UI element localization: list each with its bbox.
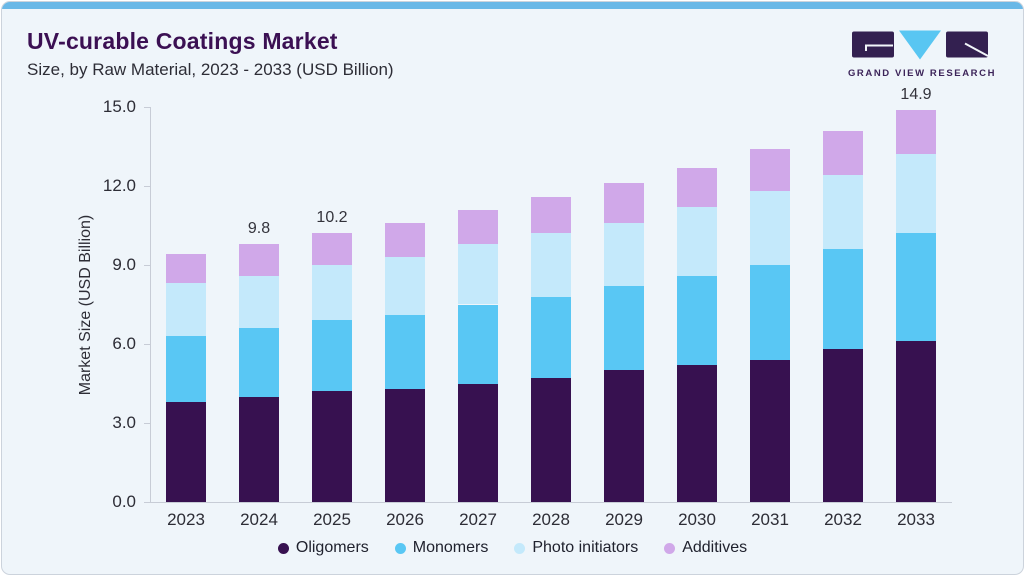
legend-dot <box>277 542 289 554</box>
bar-segment-oligomers-2029 <box>604 370 644 502</box>
y-tick-mark <box>144 186 150 187</box>
y-tick-mark <box>144 502 150 503</box>
legend-item-monomers: Monomers <box>394 539 489 557</box>
bar-segment-oligomers-2023 <box>166 401 206 502</box>
bar-segment-oligomers-2024 <box>239 396 279 502</box>
bar-segment-oligomers-2030 <box>677 365 717 502</box>
legend-item-photo-initiators: Photo initiators <box>514 539 638 557</box>
bar-segment-additives-2033 <box>896 109 936 155</box>
x-tick-label: 2031 <box>751 510 789 529</box>
y-tick-label: 9.0 <box>112 255 136 274</box>
legend-label: Monomers <box>412 539 489 556</box>
bar-segment-oligomers-2027 <box>458 383 498 502</box>
bar-segment-oligomers-2025 <box>312 391 352 502</box>
x-tick-label: 2027 <box>459 510 497 529</box>
bar-segment-photo-initiators-2026 <box>385 257 425 316</box>
bar-segment-photo-initiators-2030 <box>677 207 717 276</box>
x-tick-label: 2032 <box>824 510 862 529</box>
bar-segment-monomers-2028 <box>531 296 571 379</box>
legend-item-additives: Additives <box>664 539 747 557</box>
x-tick-label: 2025 <box>313 510 351 529</box>
x-tick-label: 2026 <box>386 510 424 529</box>
bar-segment-oligomers-2028 <box>531 378 571 502</box>
page-title: UV-curable Coatings Market <box>27 28 338 54</box>
bar-segment-monomers-2029 <box>604 286 644 371</box>
y-axis-line <box>150 107 151 502</box>
x-tick-label: 2028 <box>532 510 570 529</box>
y-tick-label: 15.0 <box>102 97 136 116</box>
bar-segment-photo-initiators-2023 <box>166 283 206 337</box>
y-tick-mark <box>144 265 150 266</box>
card-top-accent-bar <box>2 2 1023 9</box>
bar-segment-additives-2027 <box>458 209 498 244</box>
logo-wordmark: GRAND VIEW RESEARCH <box>847 68 997 79</box>
legend-label: Additives <box>682 539 748 556</box>
bar-segment-additives-2028 <box>531 196 571 234</box>
bar-segment-photo-initiators-2033 <box>896 154 936 234</box>
logo-g-glyph <box>865 44 893 51</box>
y-tick-label: 12.0 <box>102 176 136 195</box>
bar-segment-monomers-2031 <box>750 265 790 360</box>
legend-label: Oligomers <box>295 539 369 556</box>
y-tick-mark <box>144 344 150 345</box>
bar-segment-monomers-2026 <box>385 315 425 389</box>
bar-segment-oligomers-2032 <box>823 349 863 502</box>
x-tick-label: 2030 <box>678 510 716 529</box>
bar-segment-monomers-2032 <box>823 249 863 350</box>
legend-item-oligomers: Oligomers <box>277 539 369 557</box>
bar-segment-additives-2032 <box>823 130 863 176</box>
bar-segment-photo-initiators-2029 <box>604 222 644 287</box>
bar-segment-monomers-2024 <box>239 328 279 397</box>
bar-segment-photo-initiators-2032 <box>823 175 863 250</box>
legend-dot <box>394 542 406 554</box>
y-axis-title: Market Size (USD Billion) <box>77 214 94 396</box>
bar-segment-monomers-2025 <box>312 320 352 392</box>
logo-mark-icon <box>852 30 989 60</box>
bar-total-label: 10.2 <box>316 209 348 226</box>
bar-segment-oligomers-2031 <box>750 359 790 502</box>
logo-v-triangle-icon <box>899 30 941 60</box>
x-tick-label: 2024 <box>240 510 278 529</box>
y-tick-label: 0.0 <box>112 492 136 511</box>
page-subtitle: Size, by Raw Material, 2023 - 2033 (USD … <box>27 60 394 79</box>
legend-label: Photo initiators <box>532 539 639 556</box>
bar-segment-additives-2030 <box>677 167 717 208</box>
bar-segment-oligomers-2033 <box>896 341 936 502</box>
bar-segment-photo-initiators-2025 <box>312 265 352 321</box>
bar-segment-monomers-2027 <box>458 304 498 384</box>
y-tick-mark <box>144 423 150 424</box>
bar-segment-additives-2026 <box>385 222 425 258</box>
bar-segment-photo-initiators-2024 <box>239 275 279 329</box>
x-tick-label: 2023 <box>167 510 205 529</box>
bar-segment-monomers-2030 <box>677 275 717 366</box>
chart-legend: Oligomers Monomers Photo initiators Additiv… <box>2 539 1023 557</box>
bar-segment-oligomers-2026 <box>385 388 425 502</box>
bar-segment-additives-2025 <box>312 233 352 265</box>
y-tick-label: 6.0 <box>112 334 136 353</box>
logo-r-glyph <box>964 42 989 57</box>
y-tick-label: 3.0 <box>112 413 136 432</box>
legend-dot <box>514 542 526 554</box>
bar-segment-monomers-2033 <box>896 233 936 342</box>
bar-segment-monomers-2023 <box>166 336 206 402</box>
bar-segment-photo-initiators-2027 <box>458 243 498 305</box>
y-tick-mark <box>144 107 150 108</box>
x-axis-line <box>150 502 952 503</box>
bar-segment-additives-2024 <box>239 243 279 276</box>
chart-header: UV-curable Coatings Market Size, by Raw … <box>27 28 394 80</box>
bar-total-label: 9.8 <box>247 220 271 237</box>
bar-segment-photo-initiators-2028 <box>531 233 571 297</box>
x-tick-label: 2029 <box>605 510 643 529</box>
x-tick-label: 2033 <box>897 510 935 529</box>
legend-dot <box>664 542 676 554</box>
bar-segment-photo-initiators-2031 <box>750 191 790 265</box>
bar-total-label: 14.9 <box>900 86 932 103</box>
bar-segment-additives-2031 <box>750 149 790 192</box>
bar-segment-additives-2029 <box>604 183 644 223</box>
grand-view-research-logo: GRAND VIEW RESEARCH <box>847 30 997 79</box>
bar-segment-additives-2023 <box>166 254 206 284</box>
